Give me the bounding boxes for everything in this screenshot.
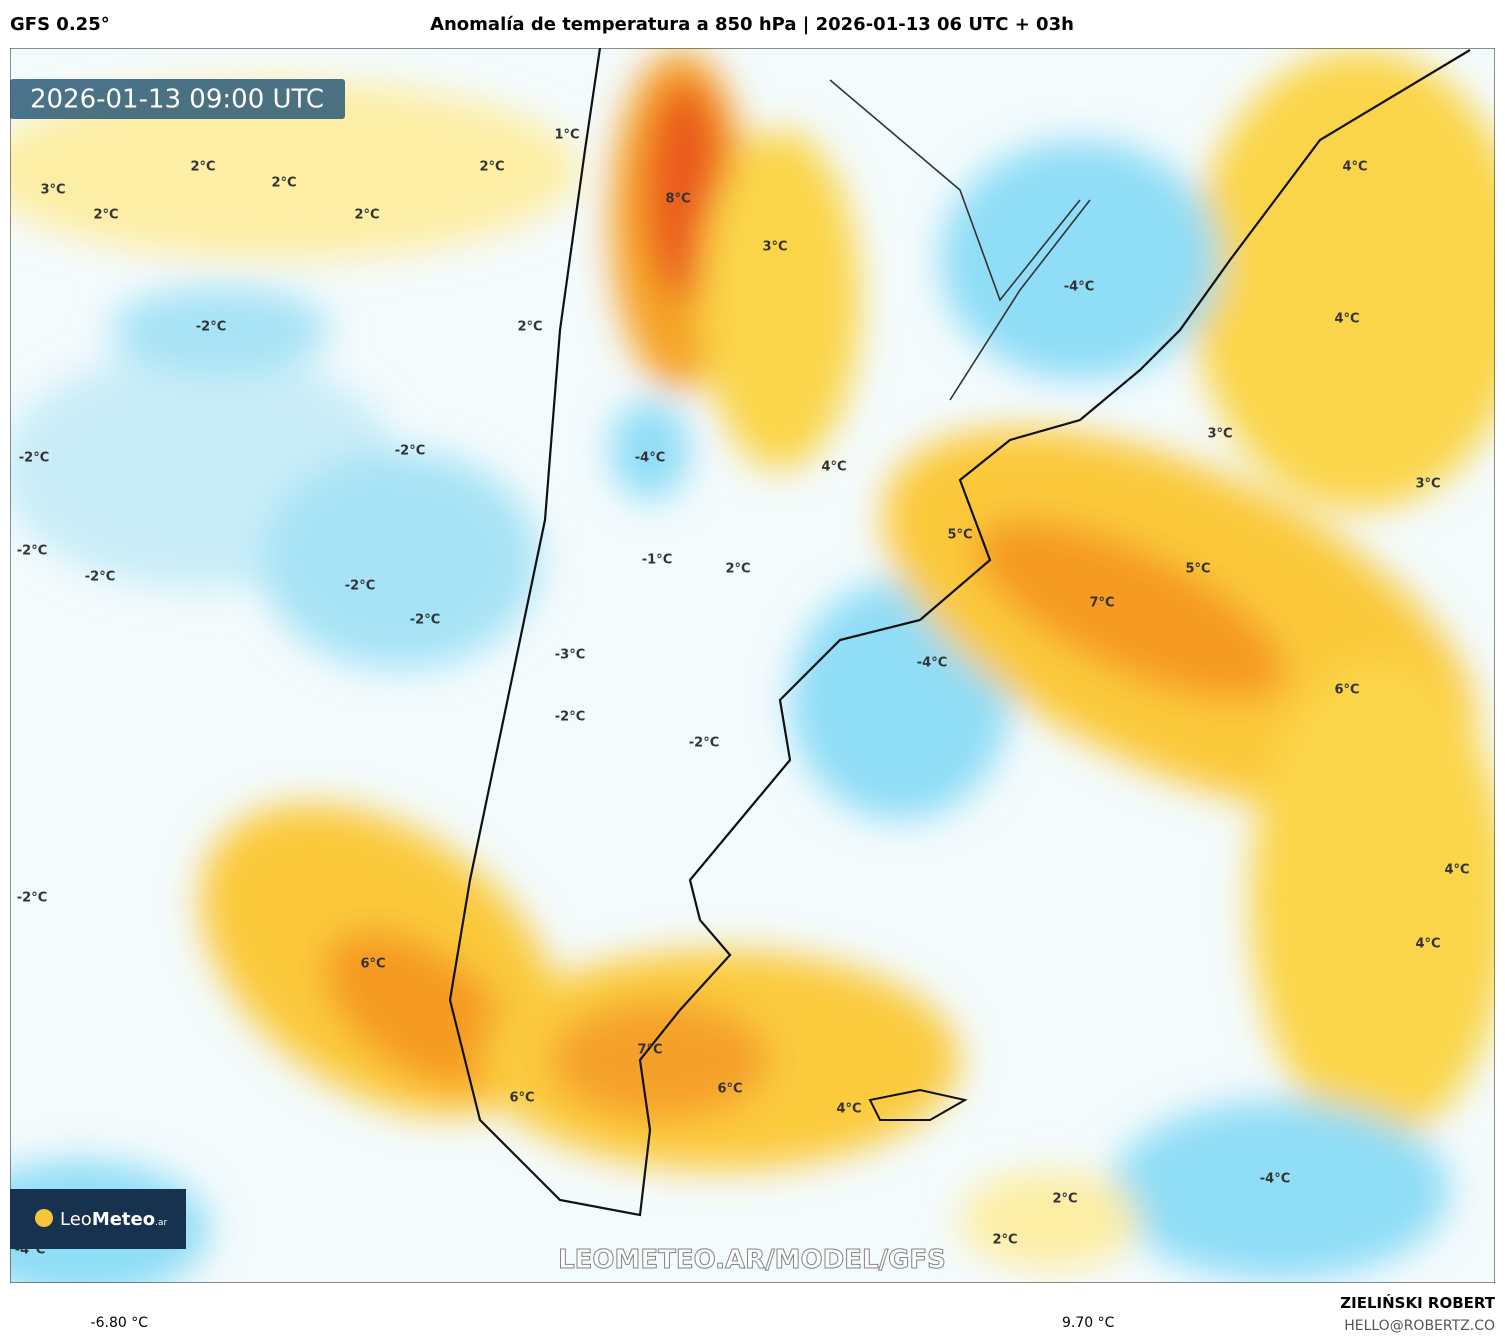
logo-sun <box>35 1209 53 1227</box>
logo-prefix: Leo <box>60 1209 92 1230</box>
max-label: 9.70 °C <box>1062 1315 1115 1331</box>
model-name: GFS 0.25° <box>10 14 110 35</box>
contour-label: -4°C <box>917 656 947 671</box>
contour-label: 2°C <box>517 320 542 335</box>
contour-label: 2°C <box>479 160 504 175</box>
contour-label: 2°C <box>271 176 296 191</box>
contour-label: -2°C <box>17 891 47 906</box>
watermark: LEOMETEO.AR/MODEL/GFS <box>558 1245 946 1275</box>
contour-label: 4°C <box>1342 160 1367 175</box>
contour-label: -2°C <box>689 736 719 751</box>
contour-label: 6°C <box>360 957 385 972</box>
anomaly-field <box>10 50 1495 1283</box>
contour-label: 1°C <box>554 128 579 143</box>
contour-label: 7°C <box>637 1043 662 1058</box>
contour-labels: 1°C 2°C 2°C 2°C 2°C 2°C 2°C 3°C 8°C 3°C 4°C -4°C 4°C… <box>15 128 1470 1258</box>
contour-label: -2°C <box>196 320 226 335</box>
contour-label: 4°C <box>836 1102 861 1117</box>
contour-label: 2°C <box>354 208 379 223</box>
contour-label: 2°C <box>93 208 118 223</box>
map-title: Anomalía de temperatura a 850 hPa | 2026… <box>430 14 1074 35</box>
contour-label: 2°C <box>190 160 215 175</box>
contour-label: 3°C <box>1415 477 1440 492</box>
contour-label: 7°C <box>1089 596 1114 611</box>
timestamp-box <box>10 79 345 119</box>
contour-label: 2°C <box>725 562 750 577</box>
contour-label: 3°C <box>1207 427 1232 442</box>
contour-label: -2°C <box>345 579 375 594</box>
contour-label: -4°C <box>1064 280 1094 295</box>
contour-label: -1°C <box>642 553 672 568</box>
contour-label: 3°C <box>762 240 787 255</box>
contour-label: -2°C <box>395 444 425 459</box>
contour-label: -4°C <box>635 451 665 466</box>
contour-label: -4°C <box>1260 1172 1290 1187</box>
contour-label: 4°C <box>1334 312 1359 327</box>
logo: LeoMeteo.ar <box>60 1209 168 1230</box>
contour-label: 4°C <box>821 460 846 475</box>
contour-label: 5°C <box>1185 562 1210 577</box>
valid-time: 2026-01-13 09:00 UTC <box>30 85 324 115</box>
contour-label: 3°C <box>40 183 65 198</box>
contour-label: 8°C <box>665 192 690 207</box>
contour-label: 4°C <box>1415 937 1440 952</box>
contour-label: 6°C <box>717 1082 742 1097</box>
contour-label: 6°C <box>1334 683 1359 698</box>
contour-label: -3°C <box>555 648 585 663</box>
contour-label: 6°C <box>509 1091 534 1106</box>
logo-brand: Meteo <box>92 1209 155 1230</box>
logo-suffix: .ar <box>155 1218 167 1228</box>
contour-label: -2°C <box>85 570 115 585</box>
email: HELLO@ROBERTZ.CO <box>1344 1318 1495 1334</box>
map <box>10 48 1495 1283</box>
contour-label: -2°C <box>410 613 440 628</box>
contour-label: 2°C <box>1052 1192 1077 1207</box>
contour-label: 5°C <box>947 528 972 543</box>
contour-label: -2°C <box>19 451 49 466</box>
min-label: -6.80 °C <box>91 1315 149 1331</box>
contour-label: -2°C <box>17 544 47 559</box>
author: ZIELIŃSKI ROBERT <box>1340 1293 1495 1312</box>
contour-label: -2°C <box>555 710 585 725</box>
contour-label: 2°C <box>992 1233 1017 1248</box>
contour-label: 4°C <box>1444 863 1469 878</box>
